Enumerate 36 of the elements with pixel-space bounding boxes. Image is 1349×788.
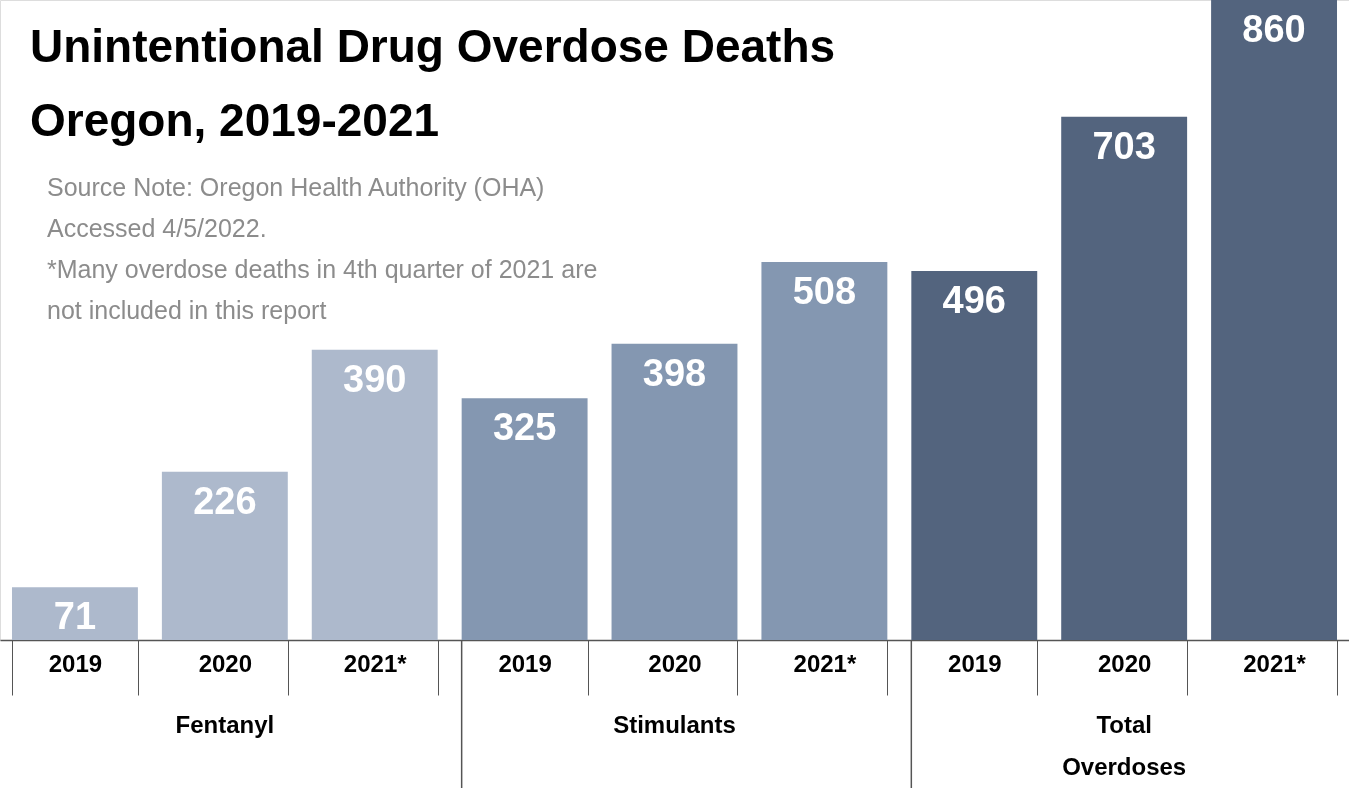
text: Total Overdoses <box>1062 711 1187 780</box>
bar <box>911 270 1038 640</box>
bar <box>161 471 288 640</box>
text: Oregon, 2019-2021 <box>30 94 440 146</box>
x-tick-label: 2020 <box>648 649 702 677</box>
data-label: 496 <box>942 278 1006 321</box>
data-label: 390 <box>343 357 407 400</box>
x-tick-label: 2020 <box>1097 649 1152 677</box>
x-tick-label: 2019 <box>948 649 1002 677</box>
annotation: not included in this report <box>47 296 327 324</box>
data-label: 703 <box>1092 124 1156 167</box>
x-tick-label: 2021* <box>1243 649 1307 677</box>
x-tick-label: 2021* <box>343 649 408 677</box>
bar <box>761 261 888 640</box>
bar <box>11 587 138 640</box>
x-tick-label: 2020 <box>198 649 253 677</box>
text: Unintentional Drug Overdose Deaths <box>30 20 836 72</box>
data-label: 398 <box>642 351 707 394</box>
text: Stimulants <box>613 711 736 738</box>
annotation: Accessed 4/5/2022. <box>47 214 267 242</box>
data-label: 508 <box>792 269 857 312</box>
x-tick-label: 2019 <box>48 649 103 677</box>
data-label: 860 <box>1242 8 1306 50</box>
bar <box>461 398 588 640</box>
text: Fentanyl <box>175 711 275 738</box>
bar <box>611 343 738 640</box>
bar <box>1061 116 1188 640</box>
x-tick-label: 2019 <box>498 649 552 677</box>
data-label: 325 <box>492 406 557 449</box>
x-tick-label: 2021* <box>793 649 857 677</box>
data-label: 71 <box>53 595 97 638</box>
data-label: 226 <box>193 479 257 522</box>
bar <box>311 349 438 640</box>
annotation: *Many overdose deaths in 4th quarter of 2021 are <box>47 255 598 283</box>
bar <box>1211 0 1338 640</box>
annotation: Source Note: Oregon Health Authority (OHA) <box>47 173 545 201</box>
